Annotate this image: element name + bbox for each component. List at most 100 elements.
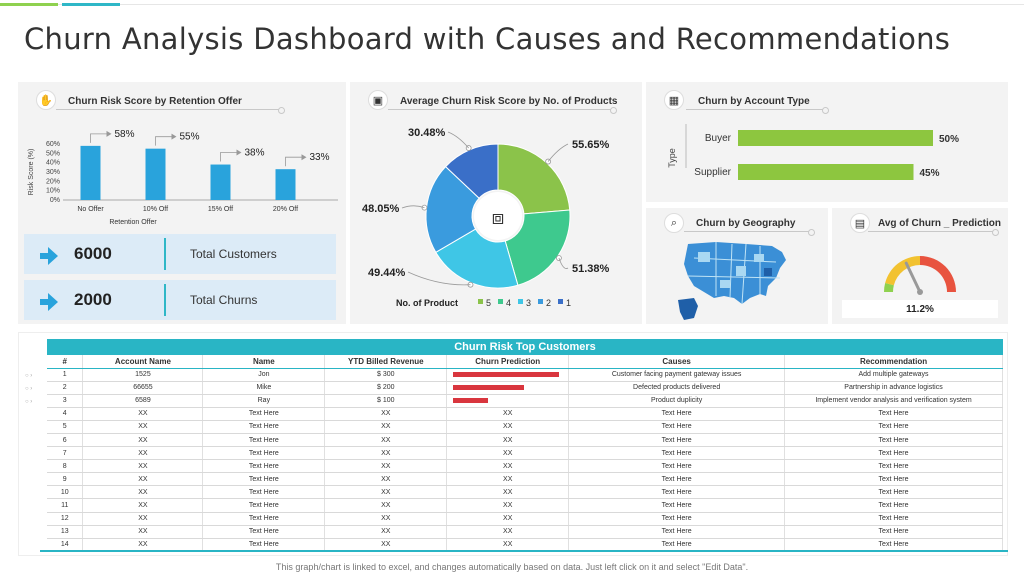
table-cell: XX	[82, 485, 204, 500]
callout-line	[547, 143, 569, 162]
bar[interactable]	[145, 148, 166, 200]
table-header-cell[interactable]: Account Name	[82, 355, 204, 369]
y-tick-label: 0%	[50, 197, 60, 204]
table-cell: XX	[82, 433, 204, 448]
table-cell: 11	[47, 498, 84, 513]
table-cell: Text Here	[202, 433, 326, 448]
account-panel[interactable]: ▦ Churn by Account Type Type Buyer 50% Supp…	[646, 82, 1008, 202]
table-row[interactable]: 4 XX Text Here XX XX Text Here Text Here	[47, 407, 1003, 421]
callout-line	[90, 133, 107, 143]
prediction-panel-title: Avg of Churn _ Prediction	[878, 218, 1001, 229]
bar[interactable]	[80, 145, 101, 200]
table-row[interactable]: 2 66655 Mike $ 200 Defected products deliver…	[47, 381, 1003, 395]
callout-line	[155, 136, 172, 146]
table-header-cell[interactable]: Name	[202, 355, 326, 369]
prediction-gauge[interactable]	[832, 238, 1008, 298]
table-header-cell[interactable]: #	[47, 355, 84, 369]
table-row[interactable]: 10 XX Text Here XX XX Text Here Text Here	[47, 485, 1003, 500]
table-row[interactable]: 9 XX Text Here XX XX Text Here Text Here	[47, 472, 1003, 487]
table-cell: XX	[446, 407, 570, 421]
table-row[interactable]: 8 XX Text Here XX XX Text Here Text Here	[47, 459, 1003, 474]
arrow-right-icon	[40, 293, 58, 311]
bar[interactable]	[738, 130, 933, 146]
callout-line	[220, 152, 237, 162]
table-cell: Text Here	[568, 446, 786, 461]
table-cell: Text Here	[202, 512, 326, 526]
bar[interactable]	[275, 169, 296, 200]
products-donut-chart[interactable]: 55.65% 51.38% 49.44% 48.05% 30.48% ⧈ No. of Pr…	[350, 110, 642, 324]
table-cell: Text Here	[202, 525, 326, 539]
donut-slice[interactable]	[444, 143, 499, 199]
account-bar-chart[interactable]: Type Buyer 50% Supplier 45%	[646, 114, 1008, 202]
kpi-label: Total Customers	[190, 247, 277, 261]
products-panel[interactable]: ▣ Average Churn Risk Score by No. of Pro…	[350, 82, 642, 324]
callout-line	[285, 156, 302, 167]
table-cell	[446, 368, 570, 382]
table-cell: XX	[324, 485, 448, 500]
prediction-panel[interactable]: ▤ Avg of Churn _ Prediction 11.2%	[832, 208, 1008, 324]
usa-map[interactable]	[676, 238, 796, 322]
table-header-cell[interactable]: Churn Prediction	[446, 355, 570, 369]
table-row[interactable]: 3 6589 Ray $ 100 Product duplicity Implement …	[47, 394, 1003, 408]
churn-prediction-bar	[453, 371, 560, 377]
table-row[interactable]: 13 XX Text Here XX XX Text Here Text Here	[47, 525, 1003, 539]
table-cell: XX	[446, 525, 570, 539]
table-cell: Text Here	[202, 498, 326, 513]
donut-slice[interactable]	[435, 228, 519, 289]
table-row[interactable]: 5 XX Text Here XX XX Text Here Text Here	[47, 420, 1003, 434]
table-cell: XX	[446, 498, 570, 513]
slice-value-label: 30.48%	[408, 127, 446, 139]
table-cell: Text Here	[784, 433, 1003, 448]
geo-panel-title: Churn by Geography	[696, 218, 796, 229]
callout-arrow	[171, 133, 177, 140]
donut-slice[interactable]	[425, 165, 480, 254]
bar[interactable]	[210, 164, 231, 200]
table-row[interactable]: 11 XX Text Here XX XX Text Here Text Here	[47, 498, 1003, 513]
row-expand-marker[interactable]: ○ ›	[25, 373, 33, 379]
table-row[interactable]: 7 XX Text Here XX XX Text Here Text Here	[47, 446, 1003, 461]
donut-slice[interactable]	[504, 209, 571, 286]
bar-value-label: 50%	[939, 134, 959, 145]
table-cell: 8	[47, 459, 84, 474]
table-cell: 1525	[82, 368, 204, 382]
table-cell: Text Here	[202, 446, 326, 461]
table-title: Churn Risk Top Customers	[47, 339, 1003, 355]
table-header-cell[interactable]: YTD Billed Revenue	[324, 355, 448, 369]
legend-title: No. of Product	[396, 298, 458, 308]
slice-value-label: 48.05%	[362, 203, 400, 215]
retention-panel-title: Churn Risk Score by Retention Offer	[68, 96, 242, 107]
table-cell: Partnership in advance logistics	[784, 381, 1003, 395]
table-cell: Text Here	[784, 512, 1003, 526]
top-customers-table[interactable]: # Account Name Name YTD Billed Revenue Churn…	[47, 355, 1003, 552]
kpi-total-churns[interactable]: 2000 Total Churns	[24, 280, 336, 320]
y-tick-label: 20%	[46, 178, 60, 185]
table-cell: 7	[47, 446, 84, 461]
gauge-band	[884, 283, 894, 292]
y-tick-label: 60%	[46, 141, 60, 148]
slice-value-label: 51.38%	[572, 263, 610, 275]
table-row[interactable]: 6 XX Text Here XX XX Text Here Text Here	[47, 433, 1003, 448]
retention-bar-chart[interactable]: 60% 50% 40% 30% 20% 10% 0% Risk Score (%) No Off…	[18, 112, 346, 262]
donut-slice[interactable]	[497, 143, 571, 215]
row-expand-marker[interactable]: ○ ›	[25, 386, 33, 392]
x-tick-label: 10% Off	[143, 206, 168, 213]
bar[interactable]	[738, 164, 914, 180]
table-cell: Text Here	[784, 446, 1003, 461]
top-accent-green	[0, 3, 58, 6]
arrow-right-icon	[40, 247, 58, 265]
geo-panel[interactable]: ⌕ Churn by Geography	[646, 208, 828, 324]
table-row[interactable]: 14 XX Text Here XX XX Text Here Text Here	[47, 538, 1003, 552]
footer-note: This graph/chart is linked to excel, and…	[275, 562, 749, 572]
table-header-cell[interactable]: Recommendation	[784, 355, 1003, 369]
table-cell: 3	[47, 394, 84, 408]
table-row[interactable]: 1 1525 Jon $ 300 Customer facing payment gat…	[47, 368, 1003, 382]
table-row[interactable]: 12 XX Text Here XX XX Text Here Text Here	[47, 512, 1003, 526]
table-cell: 2	[47, 381, 84, 395]
callout-line	[558, 257, 569, 269]
table-cell: Text Here	[568, 472, 786, 487]
table-header-cell[interactable]: Causes	[568, 355, 786, 369]
row-expand-marker[interactable]: ○ ›	[25, 399, 33, 405]
top-accent-teal	[62, 3, 120, 6]
table-cell: XX	[324, 472, 448, 487]
kpi-total-customers[interactable]: 6000 Total Customers	[24, 234, 336, 274]
